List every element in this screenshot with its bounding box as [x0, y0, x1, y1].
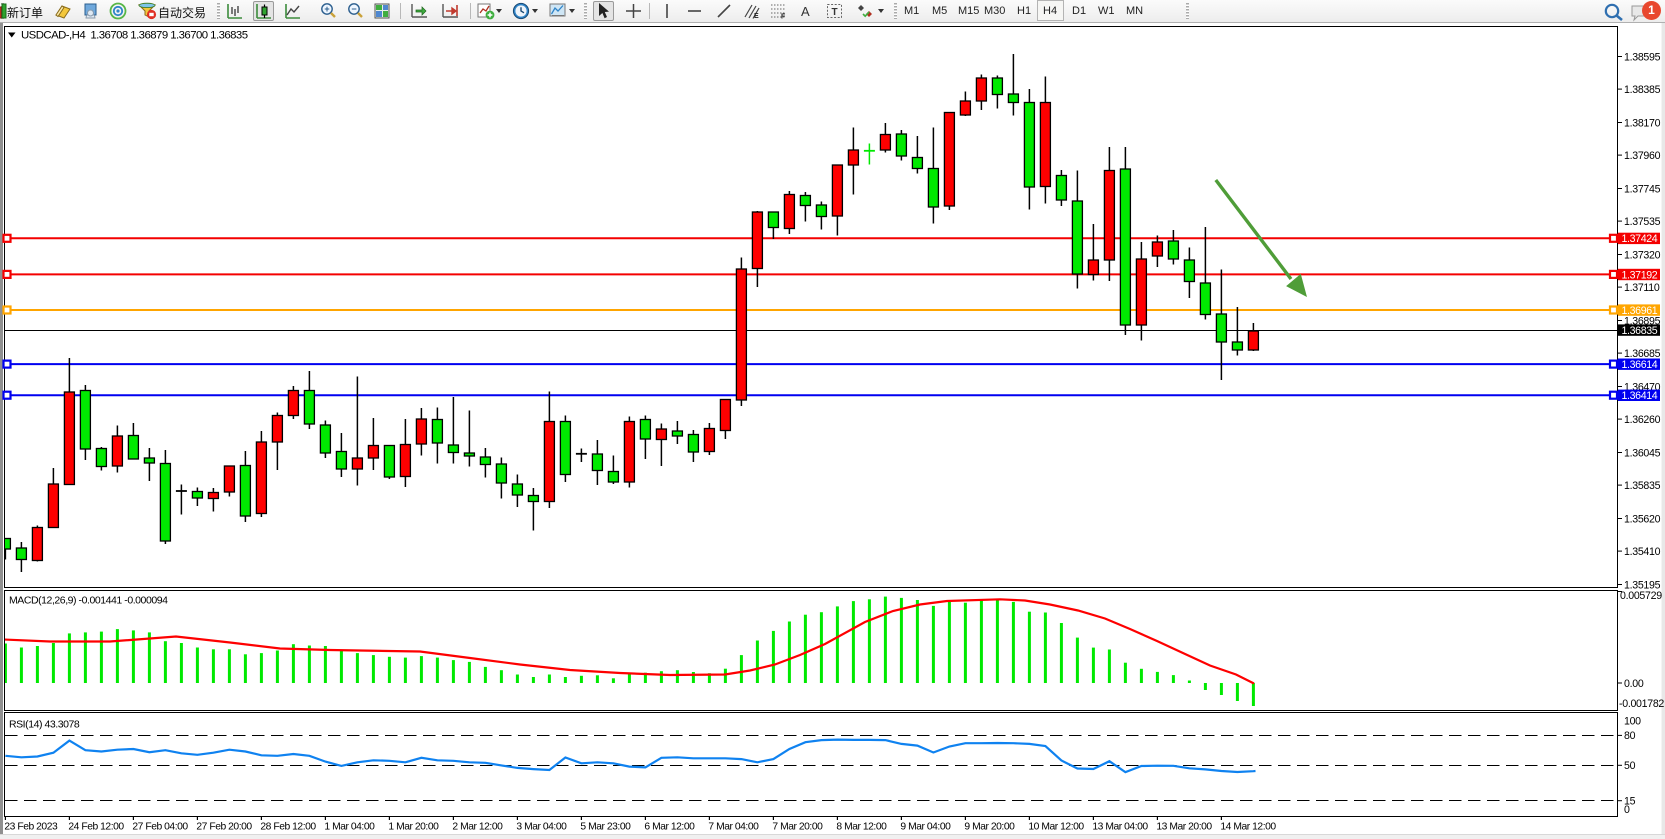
svg-text:50: 50: [1624, 760, 1636, 772]
svg-text:1.36685: 1.36685: [1624, 348, 1661, 360]
svg-text:27 Feb 04:00: 27 Feb 04:00: [132, 821, 188, 832]
svg-text:8 Mar 12:00: 8 Mar 12:00: [836, 821, 887, 832]
svg-text:1.36260: 1.36260: [1624, 414, 1661, 426]
svg-text:1.37745: 1.37745: [1624, 183, 1661, 195]
svg-text:1.37320: 1.37320: [1624, 249, 1661, 261]
svg-text:13 Mar 20:00: 13 Mar 20:00: [1156, 821, 1212, 832]
svg-text:1 Mar 04:00: 1 Mar 04:00: [324, 821, 375, 832]
svg-text:1.36045: 1.36045: [1624, 447, 1661, 459]
svg-text:13 Mar 04:00: 13 Mar 04:00: [1092, 821, 1148, 832]
svg-text:0.005729: 0.005729: [1620, 590, 1662, 602]
svg-text:-0.001782: -0.001782: [1619, 698, 1664, 710]
svg-text:6 Mar 12:00: 6 Mar 12:00: [644, 821, 695, 832]
svg-text:+: +: [324, 4, 329, 14]
svg-text:1.37535: 1.37535: [1624, 216, 1661, 228]
svg-text:F: F: [781, 14, 786, 20]
svg-text:5 Mar 23:00: 5 Mar 23:00: [580, 821, 631, 832]
svg-text:1.35410: 1.35410: [1624, 546, 1661, 558]
svg-text:9 Mar 04:00: 9 Mar 04:00: [900, 821, 951, 832]
svg-text:28 Feb 12:00: 28 Feb 12:00: [260, 821, 316, 832]
svg-text:1.36414: 1.36414: [1622, 390, 1658, 402]
svg-text:T: T: [831, 7, 837, 18]
svg-text:3 Mar 04:00: 3 Mar 04:00: [516, 821, 567, 832]
svg-text:1.37110: 1.37110: [1624, 282, 1660, 294]
svg-text:7 Mar 20:00: 7 Mar 20:00: [772, 821, 823, 832]
svg-text:1.37960: 1.37960: [1624, 150, 1661, 162]
svg-text:MACD(12,26,9) -0.001441 -0.000: MACD(12,26,9) -0.001441 -0.000094: [9, 595, 168, 607]
svg-text:1.38170: 1.38170: [1624, 117, 1661, 129]
svg-text:80: 80: [1624, 730, 1636, 742]
svg-text:E: E: [754, 13, 759, 19]
svg-text:15: 15: [1624, 796, 1636, 808]
svg-text:100: 100: [1624, 715, 1641, 727]
svg-text:1.37192: 1.37192: [1622, 269, 1658, 281]
svg-text:9 Mar 20:00: 9 Mar 20:00: [964, 821, 1015, 832]
svg-text:14 Mar 12:00: 14 Mar 12:00: [1220, 821, 1276, 832]
svg-text:1.38595: 1.38595: [1624, 51, 1661, 63]
svg-text:1.35835: 1.35835: [1624, 480, 1661, 492]
svg-text:23 Feb 2023: 23 Feb 2023: [4, 821, 58, 832]
svg-text:RSI(14) 43.3078: RSI(14) 43.3078: [9, 719, 80, 731]
svg-text:24 Feb 12:00: 24 Feb 12:00: [68, 821, 124, 832]
svg-text:10 Mar 12:00: 10 Mar 12:00: [1028, 821, 1084, 832]
svg-text:1.37424: 1.37424: [1622, 233, 1658, 245]
svg-text:−: −: [351, 4, 356, 14]
svg-text:1.36895: 1.36895: [1624, 315, 1661, 327]
svg-text:USDCAD-,H4 1.36708 1.36879 1.: USDCAD-,H4 1.36708 1.36879 1.36700 1.368…: [21, 30, 248, 42]
svg-text:0.00: 0.00: [1624, 678, 1644, 690]
svg-text:7 Mar 04:00: 7 Mar 04:00: [708, 821, 759, 832]
svg-text:1.36614: 1.36614: [1622, 359, 1658, 371]
svg-text:1.36961: 1.36961: [1622, 305, 1658, 317]
svg-text:1.35620: 1.35620: [1624, 513, 1661, 525]
svg-text:1.38385: 1.38385: [1624, 84, 1661, 96]
svg-text:0: 0: [1624, 804, 1630, 816]
svg-text:2 Mar 12:00: 2 Mar 12:00: [452, 821, 503, 832]
svg-text:1.35195: 1.35195: [1624, 579, 1661, 591]
svg-text:1 Mar 20:00: 1 Mar 20:00: [388, 821, 439, 832]
svg-text:27 Feb 20:00: 27 Feb 20:00: [196, 821, 252, 832]
svg-text:1.36835: 1.36835: [1622, 325, 1658, 337]
